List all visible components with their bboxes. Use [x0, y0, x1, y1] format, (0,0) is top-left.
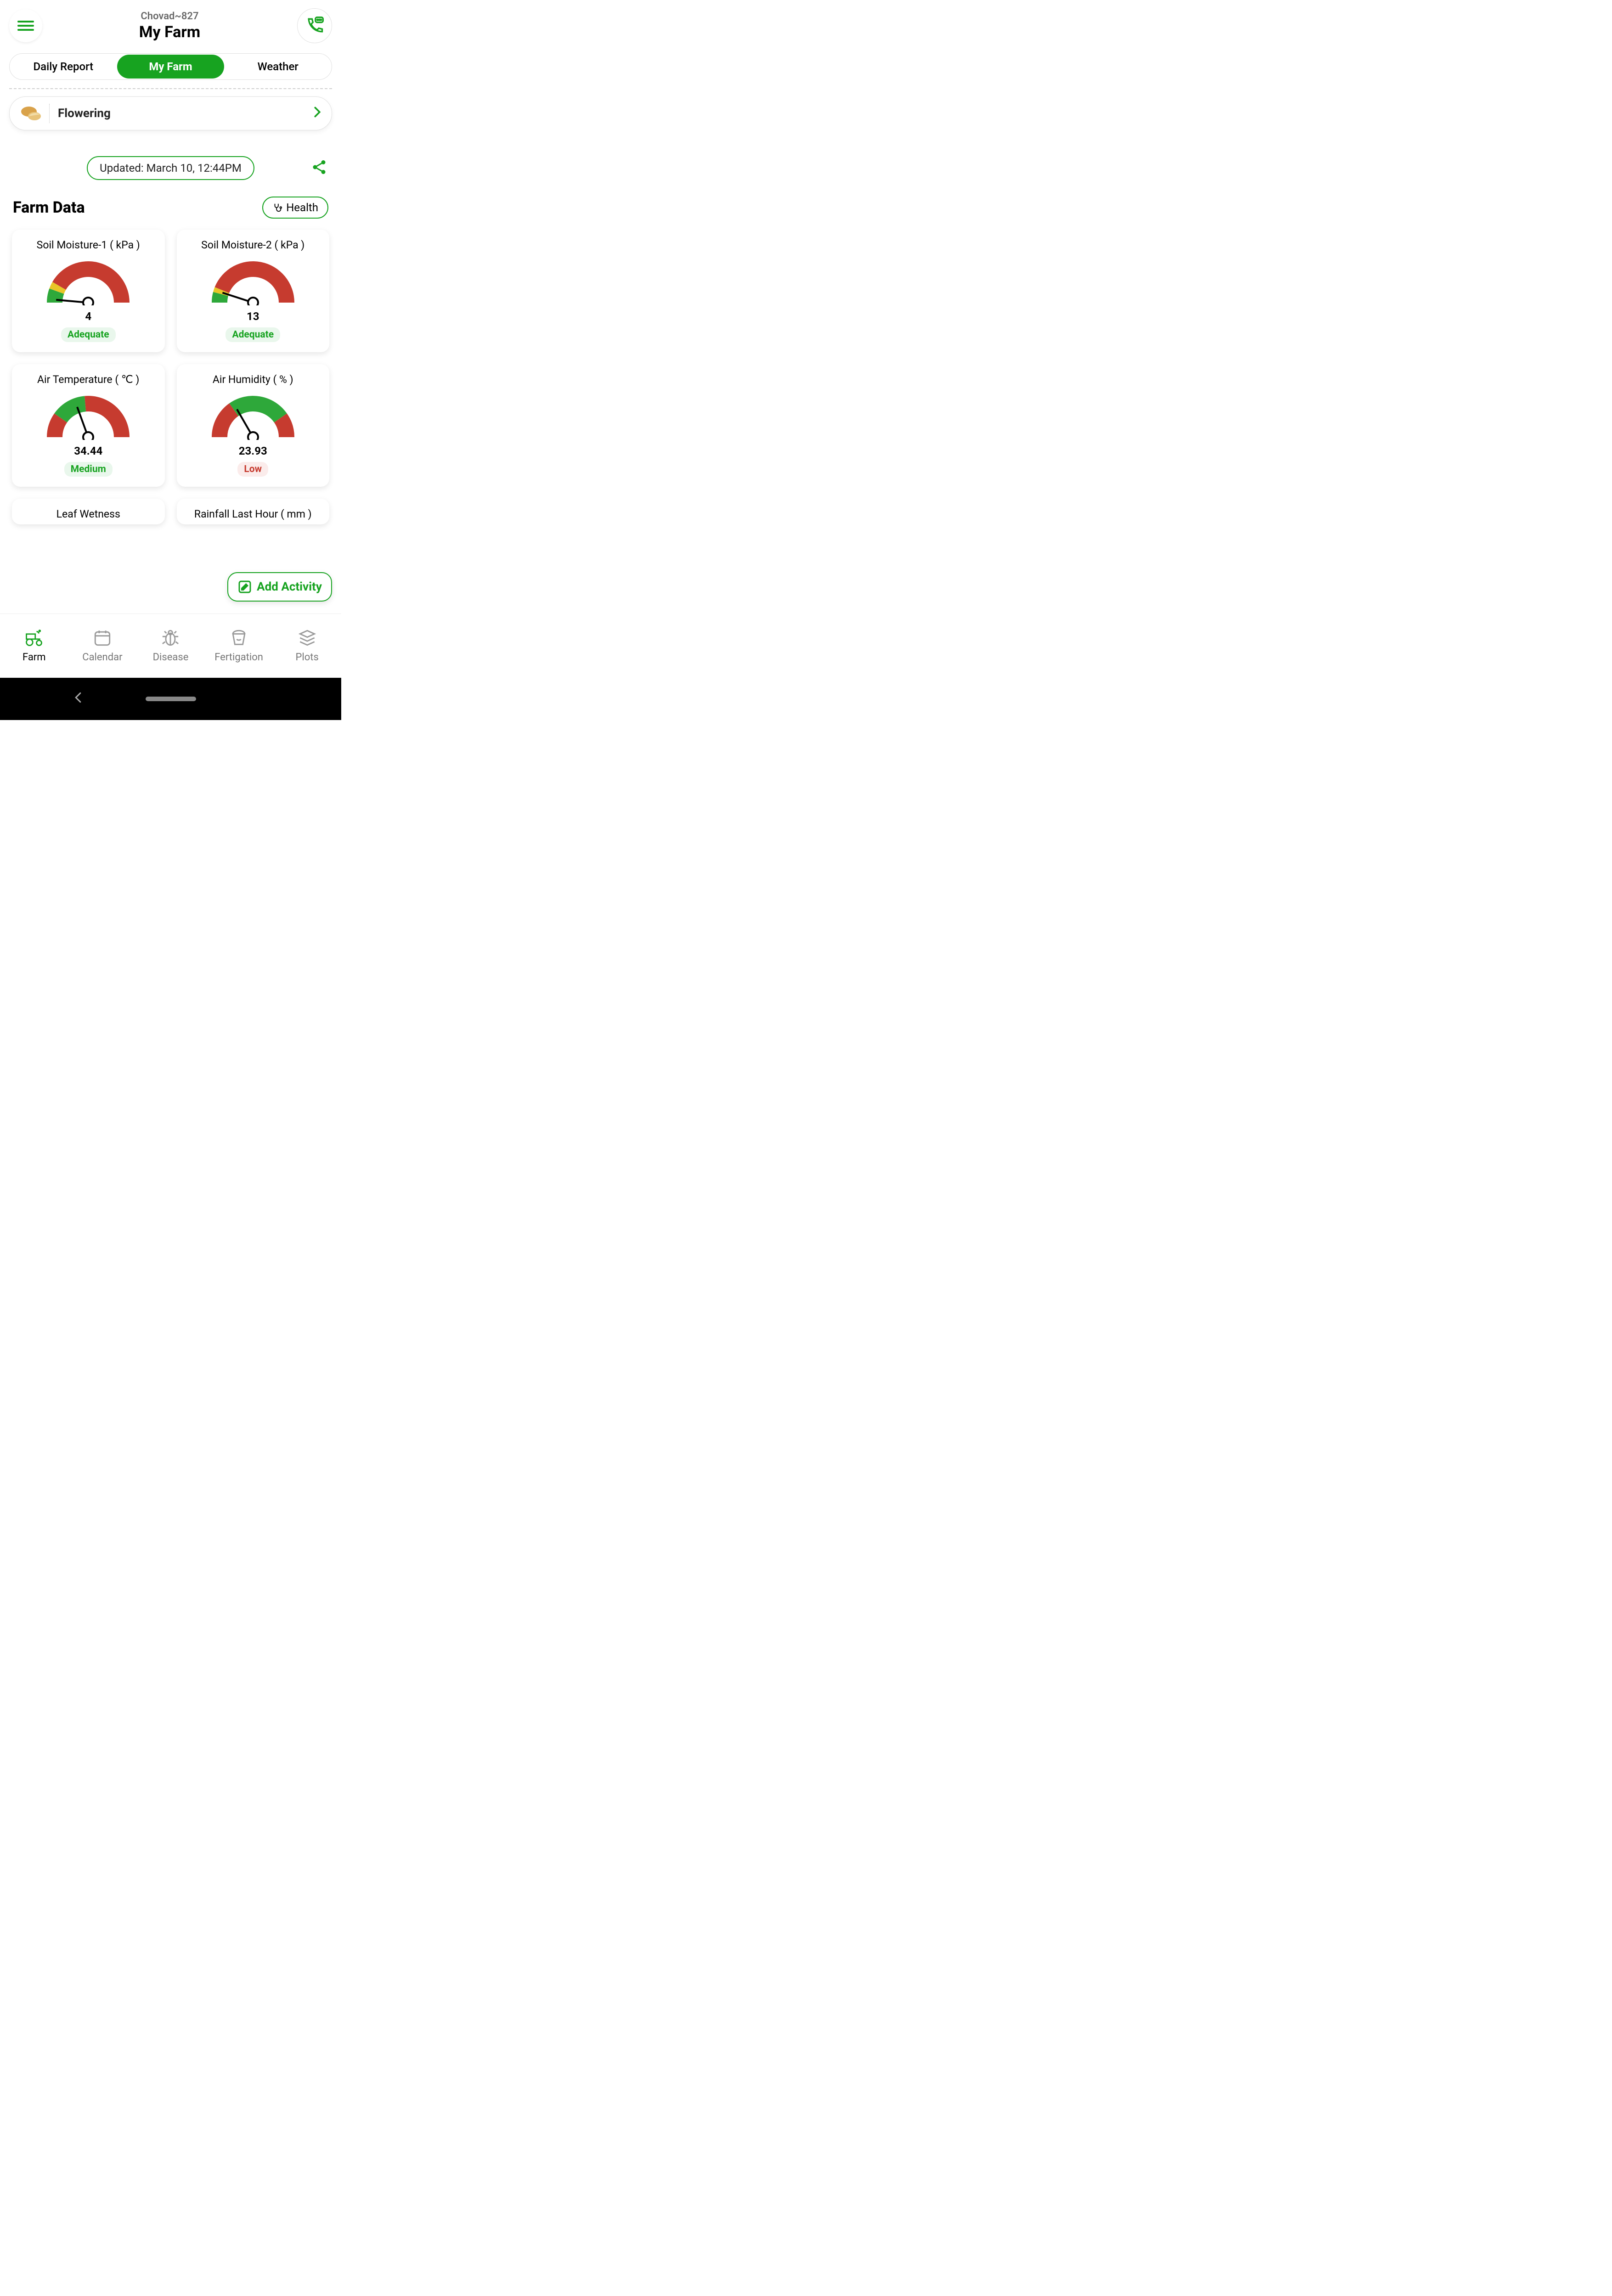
page-title: My Farm [42, 23, 297, 41]
gauge-card[interactable]: Air Temperature ( ℃ ) 34.44 Medium [12, 364, 165, 487]
divider [9, 88, 332, 89]
nav-fertigation[interactable]: Fertigation [205, 614, 273, 678]
system-home-pill[interactable] [146, 697, 196, 701]
layers-icon [298, 629, 316, 649]
hamburger-icon [17, 18, 34, 33]
card-value: 4 [18, 310, 158, 323]
card-title: Leaf Wetness [18, 508, 158, 520]
nav-disease[interactable]: Disease [136, 614, 205, 678]
card-title: Rainfall Last Hour ( mm ) [183, 508, 323, 520]
card-title: Air Temperature ( ℃ ) [18, 373, 158, 386]
updated-pill: Updated: March 10, 12:44PM [87, 156, 254, 180]
bottom-nav: Farm Calendar Disease Fertigation Plots [0, 613, 341, 678]
stage-name: Flowering [58, 107, 313, 120]
bucket-icon [230, 629, 248, 649]
share-icon [311, 159, 327, 175]
stethoscope-icon [272, 203, 282, 213]
card-status: Adequate [225, 327, 280, 342]
tab-my-farm[interactable]: My Farm [117, 55, 225, 79]
gauge-cards: Soil Moisture-1 ( kPa ) 4 Adequate Soil … [0, 219, 341, 487]
add-activity-button[interactable]: Add Activity [227, 572, 332, 602]
card-value: 23.93 [183, 445, 323, 457]
farm-data-title: Farm Data [13, 198, 85, 217]
nav-label: Fertigation [214, 652, 263, 663]
card-value: 13 [183, 310, 323, 323]
tab-daily-report[interactable]: Daily Report [10, 55, 117, 79]
nav-label: Farm [23, 652, 46, 663]
section-header: Farm Data Health [13, 197, 328, 219]
phone-chat-icon [304, 16, 325, 36]
bug-icon [161, 629, 180, 649]
gauge-card[interactable]: Air Humidity ( % ) 23.93 Low [177, 364, 330, 487]
card-status: Low [237, 462, 268, 477]
card-status: Adequate [61, 327, 116, 342]
system-nav-bar [0, 678, 341, 720]
gauge-card[interactable]: Soil Moisture-2 ( kPa ) 13 Adequate [177, 230, 330, 352]
crop-stage-card[interactable]: Flowering [9, 96, 332, 130]
health-button-label: Health [286, 201, 318, 214]
card-rainfall[interactable]: Rainfall Last Hour ( mm ) [177, 499, 330, 524]
card-value: 34.44 [18, 445, 158, 457]
updated-row: Updated: March 10, 12:44PM [0, 156, 341, 180]
partial-cards: Leaf Wetness Rainfall Last Hour ( mm ) [0, 487, 341, 524]
gauge-card[interactable]: Soil Moisture-1 ( kPa ) 4 Adequate [12, 230, 165, 352]
header: Chovad~827 My Farm [0, 0, 341, 48]
card-status: Medium [64, 462, 113, 477]
nav-plots[interactable]: Plots [273, 614, 341, 678]
calendar-icon [93, 629, 112, 649]
tab-bar: Daily Report My Farm Weather [9, 53, 332, 80]
chevron-right-icon [313, 107, 321, 120]
system-back-button[interactable] [73, 692, 83, 706]
nav-label: Plots [296, 652, 319, 663]
tractor-icon [24, 629, 44, 649]
nav-label: Disease [153, 652, 189, 663]
header-titles: Chovad~827 My Farm [42, 11, 297, 41]
add-activity-label: Add Activity [257, 580, 322, 594]
card-leaf-wetness[interactable]: Leaf Wetness [12, 499, 165, 524]
card-title: Soil Moisture-2 ( kPa ) [183, 239, 323, 251]
nav-label: Calendar [82, 652, 122, 663]
card-title: Air Humidity ( % ) [183, 373, 323, 386]
nav-farm[interactable]: Farm [0, 614, 68, 678]
menu-button[interactable] [9, 9, 42, 42]
card-title: Soil Moisture-1 ( kPa ) [18, 239, 158, 251]
support-call-button[interactable] [297, 8, 332, 43]
health-button[interactable]: Health [262, 197, 328, 219]
nav-calendar[interactable]: Calendar [68, 614, 137, 678]
tab-weather[interactable]: Weather [224, 55, 332, 79]
edit-icon [237, 580, 252, 594]
share-button[interactable] [311, 159, 327, 177]
farm-id: Chovad~827 [42, 11, 297, 22]
potato-icon [20, 104, 43, 123]
stage-separator [49, 104, 50, 123]
